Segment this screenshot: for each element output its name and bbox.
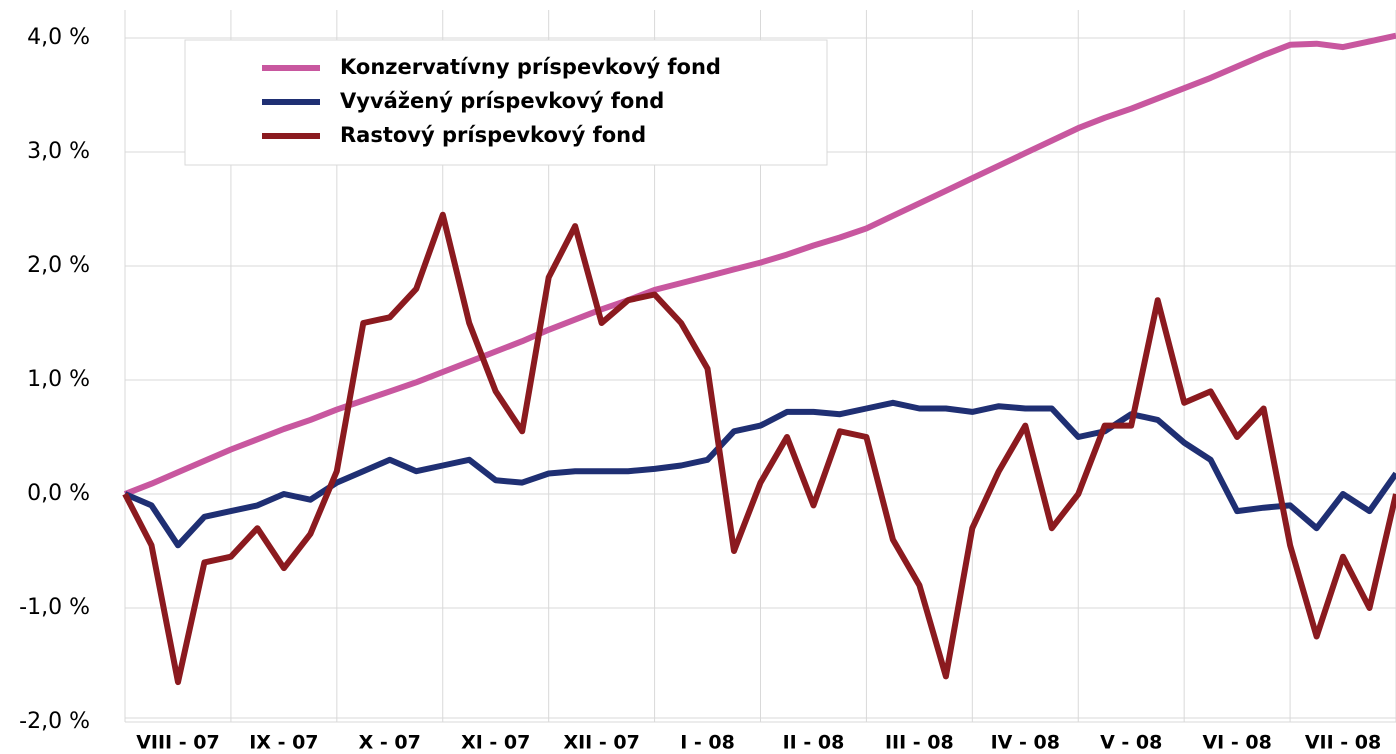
- x-tick-label: I - 08: [680, 732, 735, 754]
- x-tick-label: III - 08: [885, 732, 954, 754]
- series-line: [123, 32, 1396, 497]
- y-tick-label: -2,0 %: [19, 709, 90, 734]
- legend-label: Rastový príspevkový fond: [340, 123, 646, 147]
- x-tick-label: VIII - 07: [136, 732, 219, 754]
- y-tick-label: 0,0 %: [27, 481, 90, 506]
- x-tick-label: V - 08: [1100, 732, 1162, 754]
- x-tick-label: VII - 08: [1305, 732, 1381, 754]
- x-tick-label: IX - 07: [249, 732, 318, 754]
- y-tick-label: 2,0 %: [27, 253, 90, 278]
- legend-label: Vyvážený príspevkový fond: [340, 89, 664, 113]
- y-tick-label: 3,0 %: [27, 139, 90, 164]
- x-tick-label: X - 07: [359, 732, 421, 754]
- legend: Konzervatívny príspevkový fond Vyvážený p…: [184, 39, 828, 166]
- y-tick-label: 4,0 %: [27, 25, 90, 50]
- legend-label: Konzervatívny príspevkový fond: [340, 55, 721, 79]
- series-line: [123, 399, 1396, 549]
- x-tick-label: II - 08: [783, 732, 845, 754]
- series-line: [122, 211, 1396, 686]
- x-tick-label: XI - 07: [461, 732, 530, 754]
- y-tick-label: 1,0 %: [27, 367, 90, 392]
- x-tick-label: IV - 08: [991, 732, 1060, 754]
- x-tick-label: XII - 07: [563, 732, 639, 754]
- y-tick-label: -1,0 %: [19, 595, 90, 620]
- x-tick-label: VI - 08: [1202, 732, 1271, 754]
